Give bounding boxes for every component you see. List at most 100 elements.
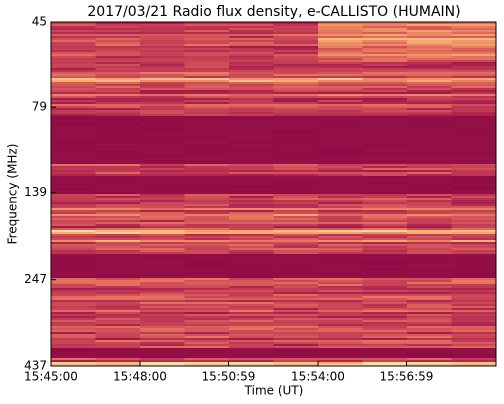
spectrogram-cell (451, 140, 497, 143)
spectrogram-cell (184, 264, 230, 267)
spectrogram-cell (229, 38, 274, 41)
spectrogram-cell (184, 202, 230, 205)
spectrogram-cell (273, 76, 319, 79)
spectrogram-cell (95, 274, 141, 277)
spectrogram-cell (51, 34, 96, 37)
spectrogram-cell (51, 106, 96, 109)
spectrogram-cell (407, 200, 452, 203)
spectrogram-cell (140, 44, 185, 47)
spectrogram-cell (362, 146, 408, 149)
spectrogram-cell (362, 266, 408, 269)
spectrogram-cell (407, 168, 452, 171)
spectrogram-cell (451, 114, 497, 117)
spectrogram-cell (95, 30, 141, 33)
spectrogram-cell (51, 50, 96, 53)
spectrogram-cell (273, 70, 319, 73)
spectrogram-cell (95, 120, 141, 123)
spectrogram-cell (95, 144, 141, 147)
spectrogram-cell (407, 268, 452, 271)
spectrogram-cell (51, 32, 96, 35)
spectrogram-cell (273, 24, 319, 27)
spectrogram-cell (318, 172, 363, 175)
spectrogram-cell (362, 292, 408, 295)
spectrogram-cell (362, 206, 408, 209)
spectrogram-cell (95, 194, 141, 197)
spectrogram-cell (229, 66, 274, 69)
spectrogram-cell (229, 72, 274, 75)
spectrogram-cell (95, 198, 141, 201)
spectrogram-cell (184, 298, 230, 301)
spectrogram-cell (407, 360, 452, 363)
spectrogram-cell (140, 270, 185, 273)
spectrogram-cell (229, 364, 274, 367)
spectrogram-cell (273, 292, 319, 295)
spectrogram-cell (95, 172, 141, 175)
spectrogram-cell (273, 350, 319, 353)
spectrogram-cell (95, 314, 141, 317)
spectrogram-cell (318, 340, 363, 343)
spectrogram-cell (451, 180, 497, 183)
spectrogram-cell (273, 192, 319, 195)
spectrogram-cell (51, 118, 96, 121)
spectrogram-cell (184, 162, 230, 165)
spectrogram-cell (51, 164, 96, 167)
spectrogram-cell (229, 258, 274, 261)
spectrogram-cell (451, 60, 497, 63)
spectrogram-cell (451, 88, 497, 91)
spectrogram-cell (95, 94, 141, 97)
spectrogram-cell (229, 222, 274, 225)
spectrogram-cell (407, 78, 452, 81)
spectrogram-cell (318, 136, 363, 139)
y-axis-label: Frequency (MHz) (6, 144, 20, 245)
spectrogram-cell (140, 222, 185, 225)
spectrogram-cell (95, 86, 141, 89)
spectrogram-cell (362, 178, 408, 181)
spectrogram-cell (407, 306, 452, 309)
spectrogram-cell (451, 202, 497, 205)
spectrogram-cell (95, 298, 141, 301)
spectrogram-cell (318, 206, 363, 209)
spectrogram-cell (362, 170, 408, 173)
spectrogram-cell (184, 134, 230, 137)
spectrogram-cell (51, 270, 96, 273)
spectrogram-cell (318, 126, 363, 129)
spectrogram-cell (318, 256, 363, 259)
spectrogram-cell (318, 72, 363, 75)
spectrogram-cell (451, 158, 497, 161)
spectrogram-cell (184, 350, 230, 353)
spectrogram-cell (140, 176, 185, 179)
spectrogram-cell (140, 252, 185, 255)
spectrogram-cell (273, 318, 319, 321)
spectrogram-cell (451, 104, 497, 107)
spectrogram-cell (362, 352, 408, 355)
spectrogram-cell (140, 238, 185, 241)
spectrogram-cell (318, 208, 363, 211)
spectrogram-cell (362, 346, 408, 349)
spectrogram-cell (184, 142, 230, 145)
spectrogram-cell (51, 196, 96, 199)
spectrogram-cell (362, 248, 408, 251)
spectrogram-cell (407, 62, 452, 65)
spectrogram-cell (451, 350, 497, 353)
spectrogram-cell (407, 232, 452, 235)
spectrogram-cell (51, 282, 96, 285)
spectrogram-cell (229, 192, 274, 195)
x-axis-label: Time (UT) (244, 384, 304, 398)
spectrogram-cell (51, 290, 96, 293)
spectrogram-cell (184, 154, 230, 157)
spectrogram-cell (273, 296, 319, 299)
spectrogram-cell (451, 128, 497, 131)
spectrogram-cell (451, 288, 497, 291)
spectrogram-cell (184, 102, 230, 105)
spectrogram-cell (362, 122, 408, 125)
spectrogram-cell (95, 222, 141, 225)
spectrogram-cell (318, 110, 363, 113)
spectrogram-cell (184, 26, 230, 29)
spectrogram-cell (140, 322, 185, 325)
spectrogram-cell (184, 278, 230, 281)
spectrogram-cell (184, 252, 230, 255)
spectrogram-cell (407, 104, 452, 107)
spectrogram-cell (362, 124, 408, 127)
spectrogram-cell (95, 318, 141, 321)
spectrogram-cell (140, 244, 185, 247)
